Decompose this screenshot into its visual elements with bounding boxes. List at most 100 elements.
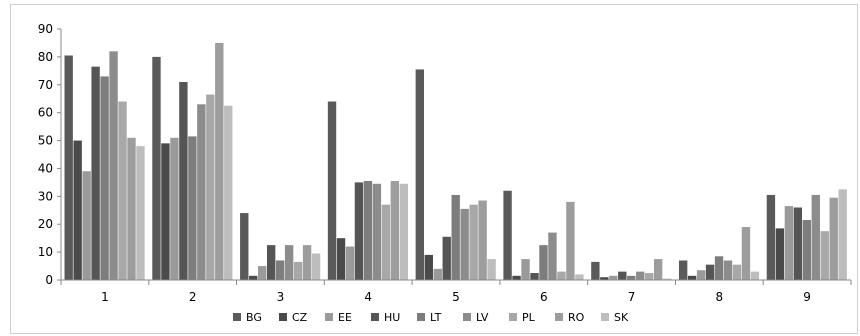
bar-RO-1 (127, 137, 136, 280)
bar-HU-3 (266, 245, 276, 280)
bar-LT-9 (802, 220, 811, 280)
chart-frame: 0 10 20 30 40 50 60 70 80 90 1 2 3 4 5 6 7 8 9 BG CZ EE HU LT LV… (10, 4, 858, 334)
bar-LV-4 (372, 183, 382, 280)
legend-label-LV: LV (476, 311, 489, 324)
bar-PL-8 (732, 264, 742, 280)
bar-CZ-2 (161, 143, 170, 280)
bar-CZ-5 (424, 254, 433, 280)
bar-RO-5 (478, 200, 487, 280)
bar-LT-8 (714, 256, 724, 280)
bar-PL-3 (293, 261, 303, 280)
y-tick-label: 70 (38, 78, 53, 92)
bar-BG-8 (678, 260, 688, 280)
bar-HU-2 (179, 81, 188, 281)
legend-label-LT: LT (430, 311, 442, 324)
bar-CZ-3 (249, 275, 258, 280)
bar-HU-7 (618, 271, 627, 280)
legend-swatch-EE (325, 313, 333, 321)
bar-CZ-1 (73, 140, 82, 280)
y-tick-label: 0 (45, 273, 53, 287)
legend-swatch-PL (509, 313, 517, 321)
bar-LV-7 (636, 271, 645, 280)
legend-swatch-CZ (279, 313, 287, 321)
bar-SK-3 (311, 253, 321, 280)
bar-LV-3 (284, 245, 294, 280)
x-tick-label: 4 (364, 290, 372, 304)
y-tick-label: 60 (38, 106, 53, 120)
bar-RO-4 (390, 180, 400, 280)
x-tick-label: 5 (452, 290, 460, 304)
bar-HU-6 (530, 273, 539, 280)
x-tick-label: 3 (277, 290, 285, 304)
bar-CZ-6 (512, 275, 521, 280)
bar-BG-1 (64, 55, 73, 280)
bar-HU-8 (705, 264, 715, 280)
bar-EE-5 (433, 268, 442, 280)
bar-chart: 0 10 20 30 40 50 60 70 80 90 1 2 3 4 5 6 7 8 9 BG CZ EE HU LT LV… (38, 22, 852, 324)
bar-PL-2 (206, 94, 215, 280)
y-tick-label: 40 (38, 161, 53, 175)
bar-LV-9 (811, 194, 820, 280)
bar-HU-5 (442, 236, 451, 280)
bar-LT-2 (188, 136, 197, 280)
legend-swatch-LT (417, 313, 425, 321)
bar-SK-1 (136, 146, 145, 280)
bar-SK-2 (224, 105, 233, 280)
bar-EE-4 (345, 246, 355, 280)
bar-RO-9 (829, 197, 838, 280)
bar-PL-7 (645, 273, 654, 280)
x-tick-label: 7 (628, 290, 636, 304)
bar-PL-6 (557, 271, 566, 280)
bar-LT-1 (100, 76, 109, 280)
x-tick-label: 9 (803, 290, 811, 304)
bar-EE-9 (784, 206, 794, 280)
x-tick-label: 2 (189, 290, 197, 304)
bar-EE-8 (696, 270, 706, 280)
bar-SK-6 (575, 274, 584, 280)
bar-BG-9 (766, 194, 776, 280)
bar-SK-7 (662, 278, 672, 280)
bar-SK-4 (399, 183, 408, 280)
bar-PL-1 (118, 101, 127, 280)
bar-RO-8 (741, 227, 751, 280)
bar-CZ-8 (687, 275, 697, 280)
x-tick-label: 6 (540, 290, 548, 304)
y-tick-label: 20 (38, 217, 53, 231)
bar-BG-3 (240, 213, 249, 280)
bar-EE-1 (82, 171, 91, 280)
y-tick-label: 10 (38, 245, 53, 259)
bar-BG-4 (327, 101, 337, 280)
bar-HU-9 (793, 207, 803, 280)
y-tick-label: 50 (38, 134, 53, 148)
bar-BG-5 (415, 69, 424, 280)
bar-PL-4 (381, 204, 391, 280)
bar-HU-4 (354, 182, 364, 280)
legend-swatch-SK (601, 313, 609, 321)
legend-label-EE: EE (338, 311, 352, 324)
bar-EE-2 (170, 137, 179, 280)
bar-EE-6 (521, 259, 530, 280)
bar-EE-3 (258, 266, 267, 280)
bar-CZ-4 (336, 238, 346, 280)
bar-SK-8 (750, 271, 760, 280)
bar-HU-1 (91, 66, 100, 281)
bar-BG-2 (152, 56, 161, 280)
legend-label-BG: BG (246, 311, 262, 324)
bar-LV-5 (460, 208, 469, 280)
bar-BG-7 (591, 261, 600, 280)
legend-label-RO: RO (568, 311, 585, 324)
bar-SK-5 (487, 259, 496, 280)
bar-LT-3 (275, 260, 285, 280)
y-tick-label: 90 (38, 22, 53, 36)
bar-BG-6 (503, 190, 512, 280)
bar-EE-7 (609, 275, 618, 280)
bar-LT-7 (627, 275, 636, 280)
bar-SK-9 (838, 189, 847, 280)
bar-CZ-9 (775, 228, 785, 280)
bar-CZ-7 (600, 277, 609, 280)
bar-LV-1 (109, 51, 118, 281)
bar-RO-6 (566, 201, 575, 280)
legend-label-CZ: CZ (292, 311, 308, 324)
bar-LT-4 (363, 180, 373, 280)
bar-RO-7 (653, 259, 663, 280)
